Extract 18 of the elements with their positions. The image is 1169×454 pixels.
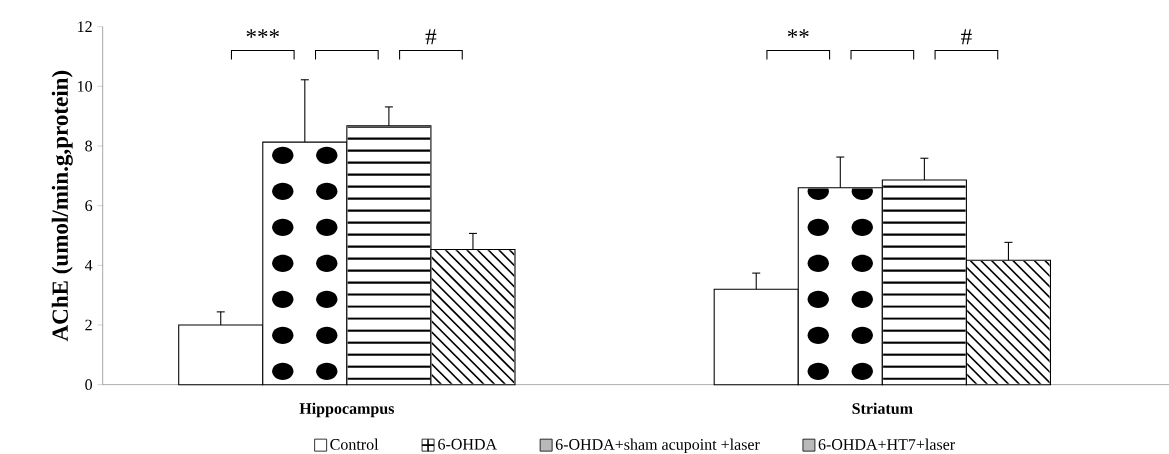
y-tick-label: 8 [85, 140, 93, 152]
y-tick-label: 12 [78, 21, 92, 32]
legend-label: 6-OHDA [438, 438, 497, 450]
y-tick-label: 2 [85, 319, 92, 331]
annotation: # [961, 29, 972, 45]
annotation: *** [246, 29, 279, 38]
annotation: ** [787, 29, 809, 38]
annotation: # [425, 29, 437, 45]
legend-label: 6-OHDA+sham acupoint +laser [555, 438, 760, 454]
legend-label: 6-OHDA+HT7+laser [818, 438, 955, 450]
x-tick-label: Striatum [852, 402, 913, 414]
legend-label: Control [330, 438, 379, 450]
y-tick-label: 10 [78, 80, 93, 92]
y-tick-label: 0 [85, 379, 93, 391]
x-tick-label: Hippocampus [299, 402, 395, 418]
y-tick-label: 6 [85, 200, 93, 212]
y-tick-label: 4 [84, 260, 93, 271]
y-axis-title: AChE (umol/min.g,protein) [51, 70, 73, 342]
